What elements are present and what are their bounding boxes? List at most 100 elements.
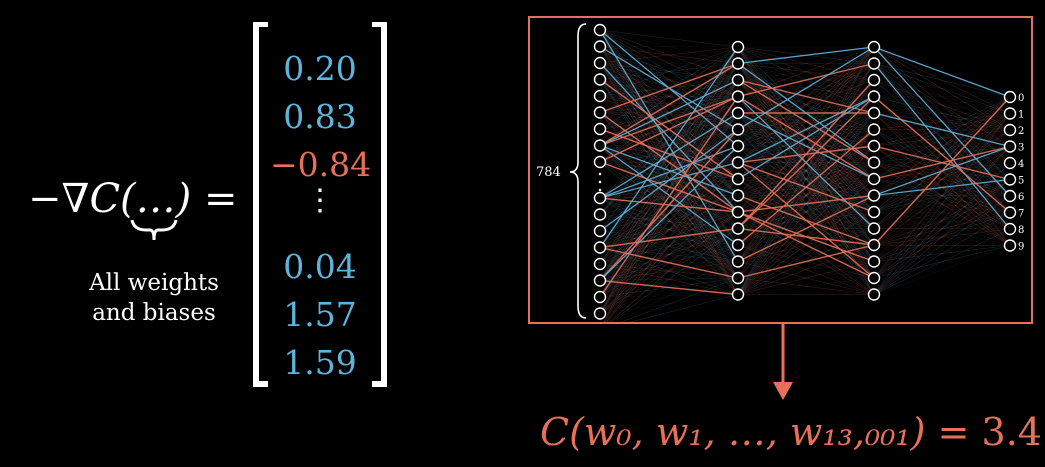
network-edge — [873, 146, 1011, 295]
network-edge — [599, 79, 739, 147]
neuron — [731, 271, 745, 285]
network-edge — [737, 96, 875, 147]
network-edge — [873, 63, 1011, 131]
network-edge — [873, 195, 1011, 213]
network-edge — [737, 46, 875, 163]
network-edge — [599, 247, 739, 262]
network-edge — [873, 162, 1011, 213]
network-edge — [737, 112, 875, 229]
neuron — [867, 255, 881, 268]
output-digit-label: 2 — [1018, 126, 1024, 137]
network-edge — [873, 195, 1011, 246]
network-edge — [737, 63, 875, 130]
network-edge — [604, 145, 739, 324]
neuron — [1003, 123, 1017, 137]
network-edge — [599, 46, 739, 232]
network-edge — [873, 63, 1011, 230]
network-edge — [873, 245, 1011, 262]
network-edge — [599, 112, 739, 265]
network-edge — [737, 112, 875, 130]
network-edge — [737, 46, 875, 131]
network-edge — [599, 129, 739, 281]
network-edge — [737, 79, 875, 279]
network-edge — [873, 96, 1011, 197]
network-edge — [873, 112, 1011, 180]
network-edge — [737, 178, 875, 279]
neuron — [731, 172, 745, 186]
network-edge — [599, 195, 739, 314]
network-edge — [737, 211, 875, 279]
network-edge — [737, 63, 875, 246]
network-edge — [873, 79, 1011, 98]
network-edge — [737, 129, 875, 229]
network-edge — [737, 79, 875, 295]
network-edge — [873, 228, 1011, 295]
network-edge — [737, 46, 875, 114]
network-edge — [873, 79, 1011, 147]
network-edge — [602, 46, 739, 324]
neuron — [731, 222, 745, 235]
cost-equation: C(w₀, w₁, …, w₁₃,₀₀₁) = 3.4 — [540, 410, 1042, 454]
network-edge — [737, 79, 875, 147]
network-edge — [737, 46, 875, 97]
network-edge — [737, 244, 875, 295]
neuron — [593, 23, 607, 37]
network-edge — [737, 145, 875, 246]
network-edge — [599, 144, 739, 197]
neuron — [731, 288, 745, 301]
network-edge — [873, 146, 1011, 246]
network-edge — [599, 63, 739, 281]
neuron — [867, 40, 881, 54]
neuron — [731, 57, 745, 70]
neuron — [593, 89, 607, 103]
network-edge — [873, 178, 1011, 180]
network-edge — [599, 62, 739, 130]
network-edge — [737, 145, 875, 279]
neuron — [731, 123, 745, 136]
network-edge — [737, 145, 875, 196]
network-edge — [873, 212, 1011, 229]
network-edge — [599, 46, 739, 246]
network-edge — [737, 228, 875, 295]
network-edge — [737, 129, 875, 279]
network-edge — [737, 261, 875, 295]
neuron — [593, 122, 607, 136]
network-edge — [873, 145, 1011, 246]
network-edge — [737, 195, 875, 295]
network-edge — [599, 214, 739, 246]
vector-entry: 1.57 — [283, 295, 357, 334]
network-edge — [599, 161, 739, 262]
network-edge — [873, 96, 1011, 130]
network-edge — [737, 194, 875, 213]
network-edge — [873, 96, 1011, 213]
network-edge — [873, 145, 1011, 164]
network-edge — [599, 79, 739, 232]
neuron — [867, 123, 881, 136]
output-digit-label: 8 — [1018, 225, 1024, 236]
network-edge — [737, 129, 875, 163]
neuron — [593, 307, 607, 320]
network-edge — [737, 244, 875, 262]
network-edge — [737, 79, 875, 196]
network-edge — [873, 228, 1011, 246]
neuron — [1003, 90, 1017, 104]
neuron — [867, 238, 881, 252]
network-edge — [873, 212, 1011, 295]
network-edge — [599, 112, 739, 314]
network-edge — [599, 294, 739, 314]
network-edge — [599, 162, 739, 281]
network-edge — [737, 95, 875, 164]
network-edge — [873, 145, 1011, 147]
network-edge — [737, 46, 875, 262]
network-edge — [737, 129, 875, 295]
network-edge — [599, 29, 739, 262]
network-edge — [599, 46, 739, 64]
neuron — [731, 255, 745, 268]
network-edge — [737, 194, 875, 263]
neuron — [867, 222, 881, 235]
network-edge — [737, 46, 875, 65]
network-edge — [873, 162, 1011, 229]
input-ellipsis-dot — [598, 180, 602, 184]
network-edge — [737, 228, 875, 262]
neuron — [593, 40, 607, 53]
